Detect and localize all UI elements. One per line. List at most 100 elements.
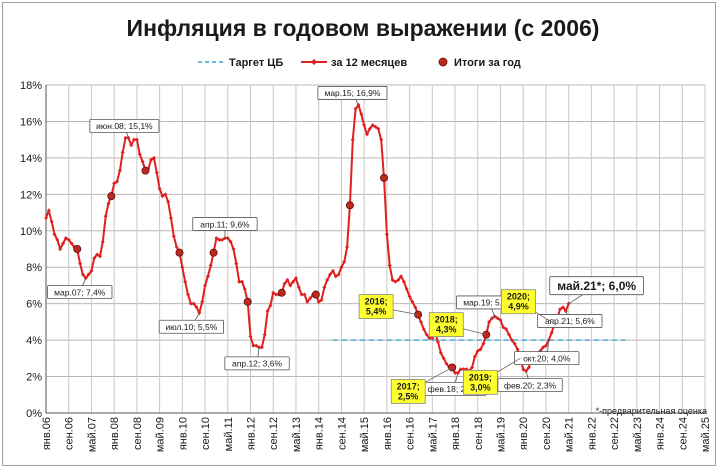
annotation-box <box>549 276 644 296</box>
data-point <box>248 334 253 339</box>
data-point <box>481 341 486 346</box>
annotation-text: мар.15; 16,9% <box>324 88 380 98</box>
data-point <box>58 247 63 251</box>
data-point <box>120 150 125 155</box>
x-tick-label: сен.16 <box>405 417 417 450</box>
y-tick-label: 12% <box>20 189 42 201</box>
data-point <box>228 239 233 244</box>
data-point <box>186 292 191 297</box>
data-point <box>507 332 512 337</box>
data-point <box>308 296 313 301</box>
data-point <box>63 236 68 241</box>
data-point <box>288 283 293 288</box>
y-tick-label: 6% <box>26 299 42 311</box>
data-point <box>61 241 66 246</box>
data-point <box>239 279 244 284</box>
year-result-point <box>277 288 286 297</box>
x-tick-label: янв.20 <box>518 417 530 450</box>
annotation-box <box>358 294 394 320</box>
data-point <box>353 106 358 111</box>
data-point <box>214 236 219 241</box>
x-tick-label: май.09 <box>155 417 167 452</box>
data-point <box>435 339 440 344</box>
data-point <box>285 277 290 282</box>
chart-legend: Таргет ЦБ за 12 месяцев Итоги за год <box>198 57 521 69</box>
data-point <box>231 247 236 251</box>
x-tick-label: май.13 <box>291 417 303 452</box>
annotation-box <box>224 356 290 371</box>
data-point <box>89 268 94 273</box>
data-point <box>194 305 199 310</box>
annotation-label: июл.10; 5,5% <box>158 312 224 334</box>
data-point <box>387 263 392 268</box>
annotation-text: окт.20; 4,0% <box>523 353 571 363</box>
x-tick-label: май.25 <box>700 417 712 452</box>
data-point <box>472 354 477 359</box>
data-point <box>512 341 517 346</box>
annotation-label: 2018;4,3% <box>428 312 487 338</box>
data-point <box>293 276 298 281</box>
annotation-label: апр.12; 3,6% <box>224 347 290 371</box>
x-tick-label: янв.22 <box>586 417 598 450</box>
data-point <box>330 268 335 273</box>
grid-lines <box>45 84 706 414</box>
data-point <box>362 123 367 128</box>
annotation-label: окт.20; 4,0% <box>514 340 580 366</box>
data-point <box>55 237 60 242</box>
data-point <box>339 265 344 270</box>
data-point <box>342 259 347 264</box>
data-point <box>430 336 435 341</box>
data-point <box>188 301 193 306</box>
x-tick-label: май.17 <box>427 417 439 452</box>
data-point <box>203 283 208 288</box>
x-tick-label: янв.06 <box>41 417 53 450</box>
y-tick-label: 10% <box>20 226 42 238</box>
annotation-text: 2018; <box>435 315 458 325</box>
data-point <box>95 252 100 257</box>
data-point <box>396 277 401 282</box>
data-point <box>541 345 546 350</box>
data-point <box>333 274 338 279</box>
data-point <box>134 137 139 142</box>
data-point <box>299 292 304 297</box>
x-tick-label: сен.06 <box>64 417 76 450</box>
x-tick-label: янв.18 <box>450 417 462 450</box>
data-point <box>168 216 173 221</box>
annotation-text: 2017; <box>397 381 420 391</box>
data-point <box>265 308 270 313</box>
data-point <box>217 237 222 242</box>
y-tick-label: 18% <box>20 80 42 92</box>
data-point <box>237 279 242 284</box>
data-point <box>325 277 330 282</box>
annotation-box <box>192 217 258 231</box>
annotation-label: июн.08; 15,1% <box>89 118 160 138</box>
inflation-chart: Инфляция в годовом выражении (с 2006) Та… <box>20 15 712 452</box>
data-point <box>282 281 287 286</box>
x-tick-label: сен.10 <box>200 417 212 450</box>
data-point <box>359 112 364 117</box>
data-point <box>78 261 83 266</box>
data-point <box>504 327 509 332</box>
data-point <box>401 279 406 284</box>
data-point <box>97 254 102 259</box>
annotation-box <box>428 312 464 338</box>
data-point <box>515 347 520 352</box>
annotation-label: 2020;4,9% <box>501 289 555 325</box>
annotation-text: май.21*; 6,0% <box>557 279 636 293</box>
y-tick-label: 2% <box>26 372 42 384</box>
data-point <box>379 137 384 142</box>
annotation-label: 2019;3,0% <box>462 357 521 395</box>
y-tick-label: 4% <box>26 335 42 347</box>
data-point <box>115 179 120 184</box>
annotation-text: мар.07; 7,4% <box>54 287 106 297</box>
data-point <box>558 307 563 312</box>
data-point <box>220 237 225 242</box>
data-point <box>427 336 432 341</box>
data-point <box>254 343 259 348</box>
annotation-box <box>537 314 603 328</box>
data-point <box>316 299 321 304</box>
data-point <box>560 305 565 310</box>
annotation-box <box>462 369 498 395</box>
year-result-point <box>107 192 116 201</box>
data-point <box>404 287 409 292</box>
